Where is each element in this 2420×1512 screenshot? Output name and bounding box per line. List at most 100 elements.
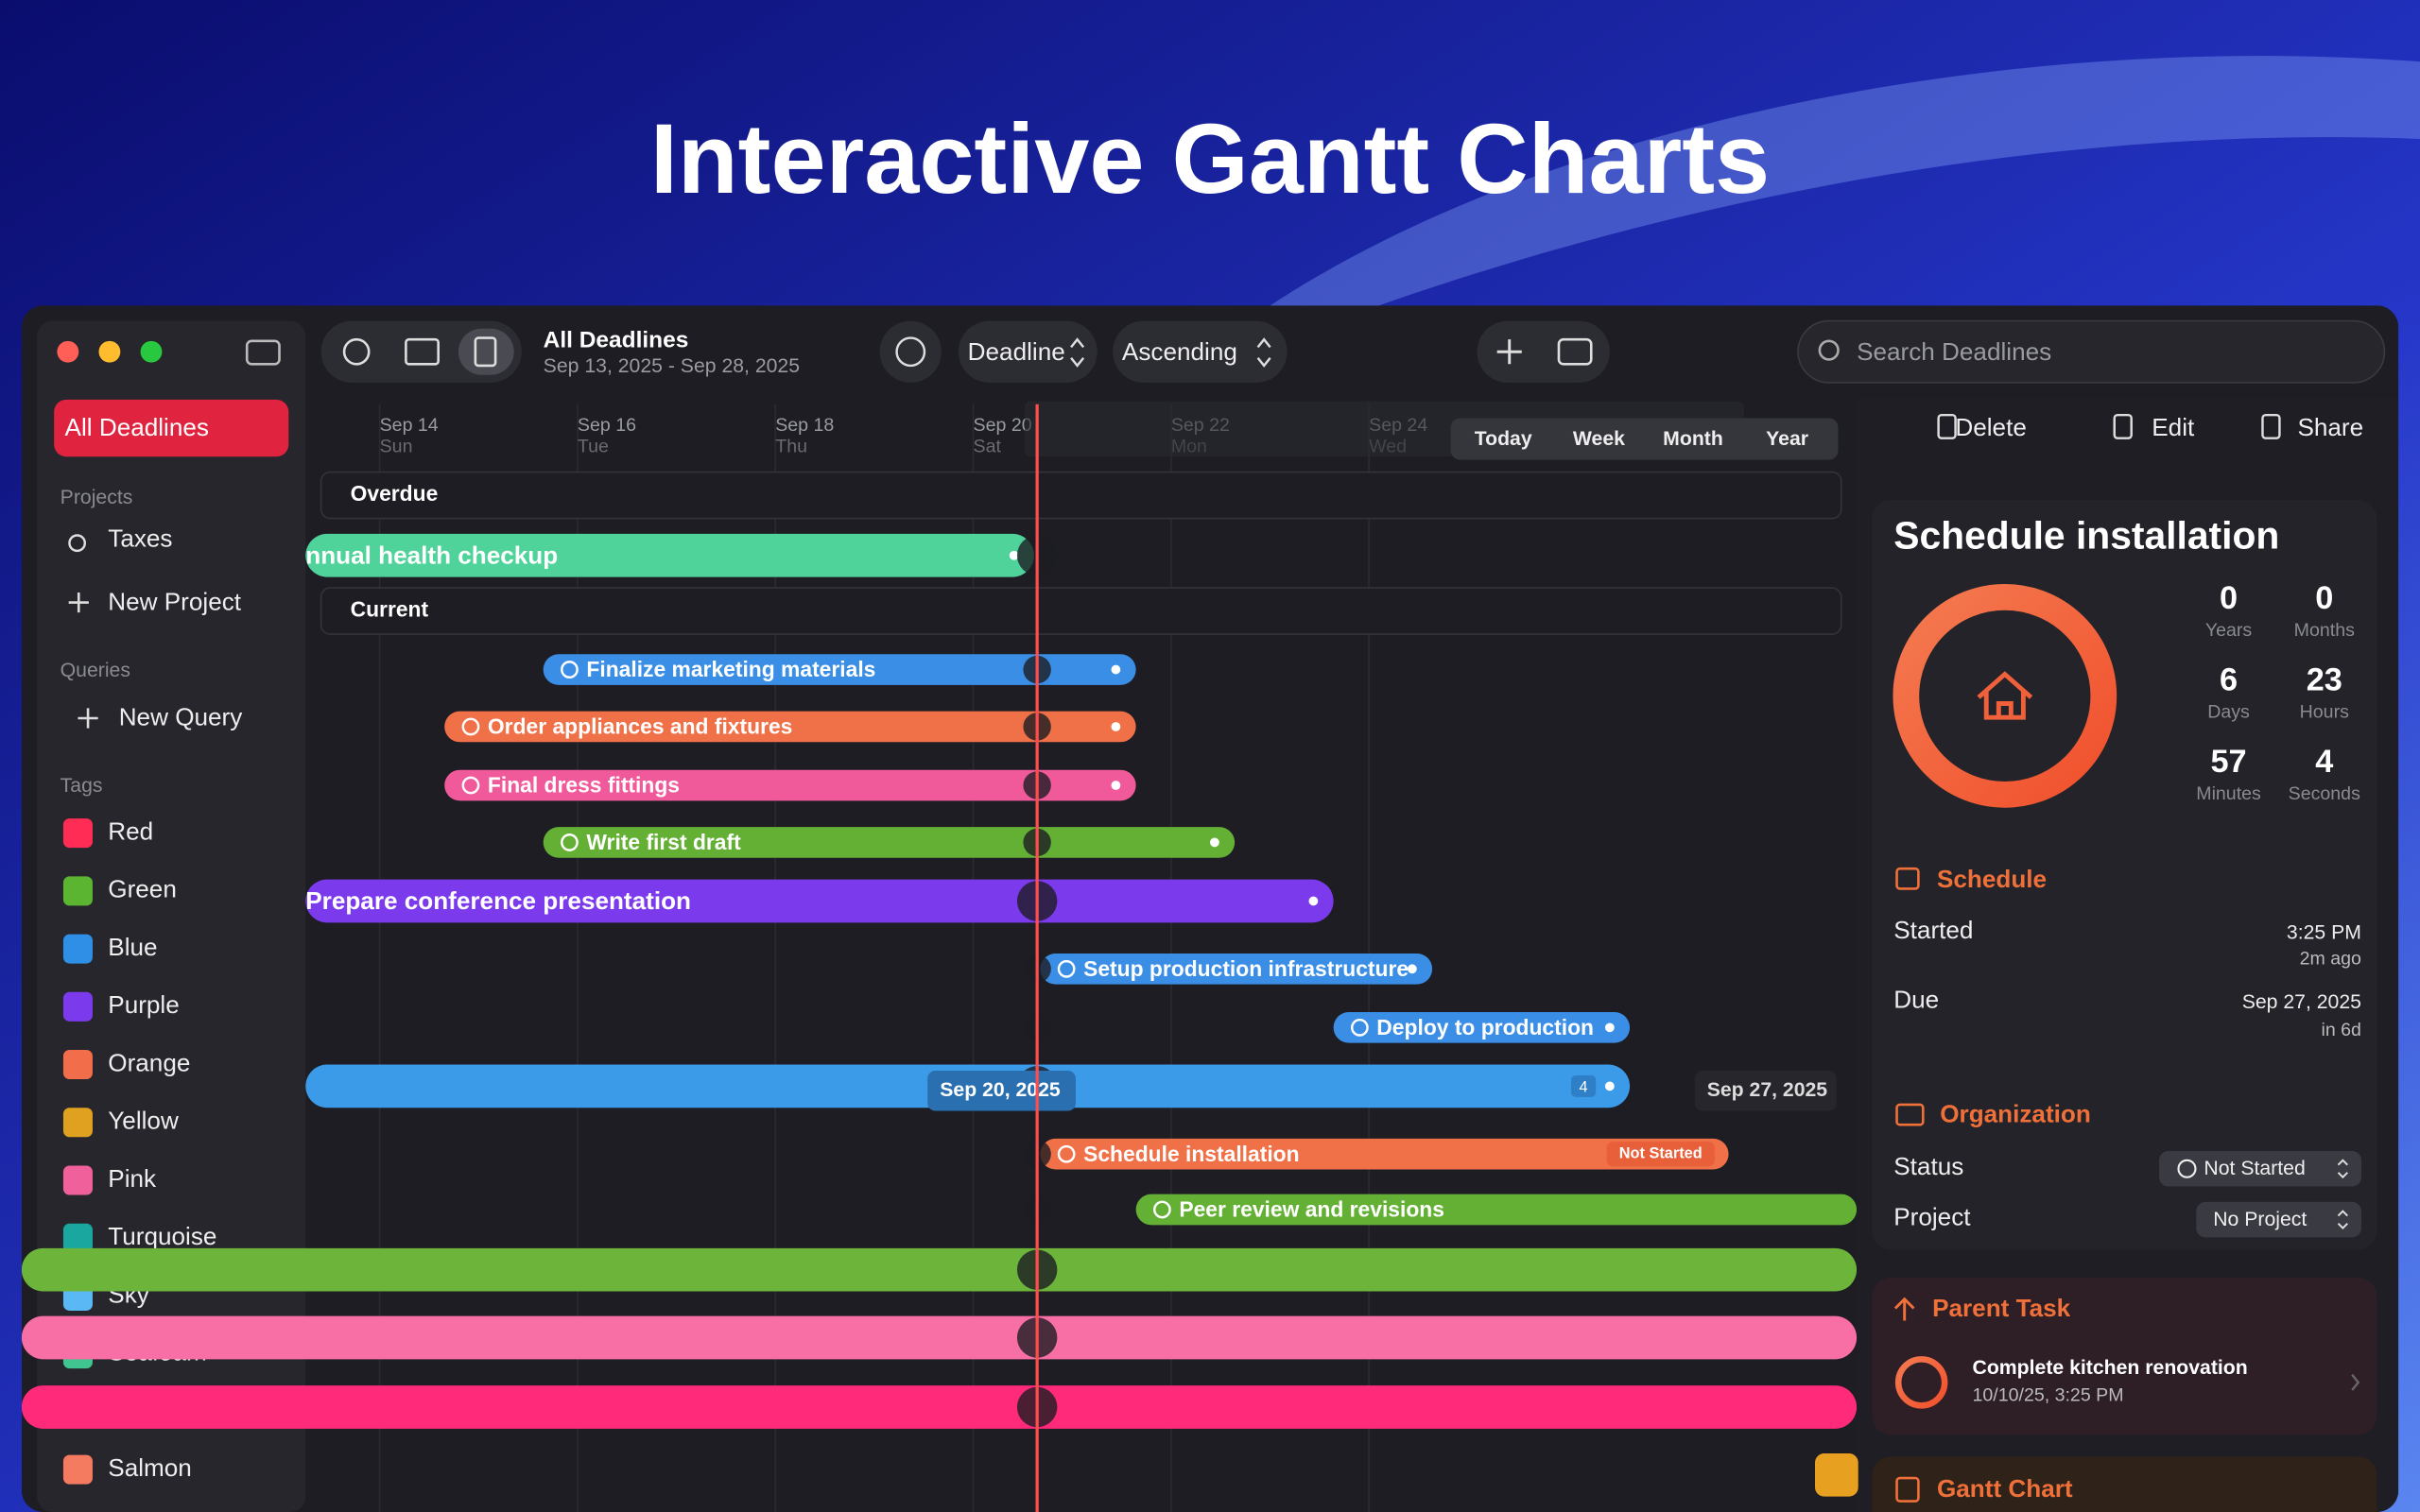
field-label: Started xyxy=(1893,916,1973,944)
tag-label[interactable]: Purple xyxy=(108,990,179,1019)
task-bar xyxy=(1135,1194,1858,1226)
countdown-unit: Days xyxy=(2207,701,2250,722)
action-btn[interactable]: Delete xyxy=(1955,413,2026,441)
card-heading: Organization xyxy=(1940,1099,2091,1127)
tag-label[interactable]: Green xyxy=(108,875,177,903)
tag-label[interactable]: Red xyxy=(108,817,153,846)
task-label[interactable]: Setup production infrastructure xyxy=(1083,956,1409,981)
toolbar-range: Sep 13, 2025 - Sep 28, 2025 xyxy=(544,355,800,377)
schedule-icon xyxy=(1895,867,1920,890)
project-icon xyxy=(68,534,87,553)
sidebar-item[interactable]: New Query xyxy=(119,703,243,731)
end-dot xyxy=(1009,550,1019,560)
tag-label[interactable]: Pink xyxy=(108,1164,157,1193)
task-icon xyxy=(1057,959,1076,978)
task-label[interactable]: nnual health checkup xyxy=(305,541,558,569)
filter-btn[interactable] xyxy=(879,320,942,383)
field-label: Project xyxy=(1893,1203,1971,1231)
tag-swatch xyxy=(62,1108,93,1138)
task-bar xyxy=(21,1247,1858,1292)
tag-label[interactable]: Blue xyxy=(108,933,157,961)
tag-swatch xyxy=(62,1165,93,1195)
end-dot xyxy=(1111,664,1121,675)
section-heading: Projects xyxy=(60,487,133,508)
task-label[interactable]: Final dress fittings xyxy=(488,773,680,798)
day-label: Tue xyxy=(578,437,609,457)
action-btn[interactable]: Share xyxy=(2297,413,2363,441)
action-icon xyxy=(2113,413,2133,439)
sort-label[interactable]: Deadline xyxy=(968,337,1065,366)
headline: Interactive Gantt Charts xyxy=(650,104,1770,215)
task-bar xyxy=(1040,1138,1729,1170)
parent-card xyxy=(1872,1277,2377,1435)
search-placeholder[interactable]: Search Deadlines xyxy=(1857,337,2051,366)
end-dot xyxy=(1604,1081,1615,1091)
sidebar-item[interactable]: Taxes xyxy=(108,524,172,552)
task-label[interactable]: Order appliances and fixtures xyxy=(488,714,792,739)
field-label: Due xyxy=(1893,985,1939,1013)
task-icon xyxy=(561,833,579,851)
project-value[interactable]: No Project xyxy=(2213,1209,2307,1230)
range-end-tag xyxy=(1694,1071,1837,1111)
task-label[interactable]: Finalize marketing materials xyxy=(586,657,875,681)
zoom-option[interactable]: Month xyxy=(1663,428,1723,450)
task-bar xyxy=(543,654,1136,685)
field-sub: 2m ago xyxy=(2300,949,2361,970)
chevrons xyxy=(1070,337,1271,368)
date-label: Sep 18 xyxy=(775,415,834,436)
task-bar xyxy=(21,1315,1858,1360)
section-heading: Queries xyxy=(60,660,130,681)
window-control[interactable] xyxy=(98,340,121,363)
history-icon[interactable] xyxy=(342,337,371,366)
sidebar-item[interactable]: New Project xyxy=(108,587,241,615)
active-view xyxy=(458,328,514,375)
task-icon xyxy=(461,717,480,736)
zoom-option[interactable]: Today xyxy=(1475,428,1532,450)
section-header xyxy=(320,587,1842,635)
task-label[interactable]: Schedule installation xyxy=(1083,1142,1299,1166)
end-dot xyxy=(1407,964,1417,974)
range-end: Sep 27, 2025 xyxy=(1707,1079,1828,1101)
countdown-unit: Seconds xyxy=(2289,783,2360,804)
order-label[interactable]: Ascending xyxy=(1122,337,1237,366)
tag-label[interactable]: Yellow xyxy=(108,1107,179,1135)
tag-label[interactable]: Turquoise xyxy=(108,1222,216,1250)
range-start: Sep 20, 2025 xyxy=(940,1079,1061,1101)
task-label[interactable]: Peer review and revisions xyxy=(1179,1197,1444,1222)
task-label[interactable]: Deploy to production xyxy=(1376,1015,1594,1040)
countdown-value: 23 xyxy=(2307,662,2342,698)
status-value[interactable]: Not Started xyxy=(2204,1158,2305,1179)
action-icon xyxy=(2261,413,2281,439)
date-label: Sep 16 xyxy=(578,415,636,436)
gantt-fab xyxy=(1815,1452,1858,1497)
task-label[interactable]: Prepare conference presentation xyxy=(305,886,691,915)
task-label[interactable]: Write first draft xyxy=(586,830,741,854)
window-control[interactable] xyxy=(140,340,163,363)
zoom-control xyxy=(1450,418,1839,460)
parent-name[interactable]: Complete kitchen renovation xyxy=(1973,1357,2248,1379)
day-label: Sun xyxy=(380,437,413,457)
table-icon xyxy=(405,337,440,366)
tag-label[interactable]: Salmon xyxy=(108,1453,192,1482)
plus-icon xyxy=(68,592,89,613)
field-value: Sep 27, 2025 xyxy=(2242,991,2361,1013)
action-btn[interactable]: Edit xyxy=(2152,413,2195,441)
section-header xyxy=(320,471,1842,520)
tag-swatch xyxy=(62,818,93,849)
zoom-option[interactable]: Year xyxy=(1766,428,1808,450)
field-sub: in 6d xyxy=(2321,1020,2360,1040)
sidebar-item[interactable]: All Deadlines xyxy=(65,413,209,441)
chevron-right xyxy=(2351,1373,2360,1391)
add-icon[interactable] xyxy=(1496,339,1522,365)
field-label: Status xyxy=(1893,1152,1963,1180)
search-icon xyxy=(1818,339,1840,361)
all-deadlines-btn xyxy=(54,399,289,457)
window-control[interactable] xyxy=(57,340,79,363)
countdown-value: 4 xyxy=(2315,744,2333,780)
gantt-card xyxy=(1872,1456,2377,1512)
card-heading: Parent Task xyxy=(1932,1294,2071,1322)
date-label: Sep 14 xyxy=(380,415,439,436)
tag-label[interactable]: Orange xyxy=(108,1048,190,1076)
zoom-option[interactable]: Week xyxy=(1573,428,1625,450)
task-bar xyxy=(444,769,1136,801)
